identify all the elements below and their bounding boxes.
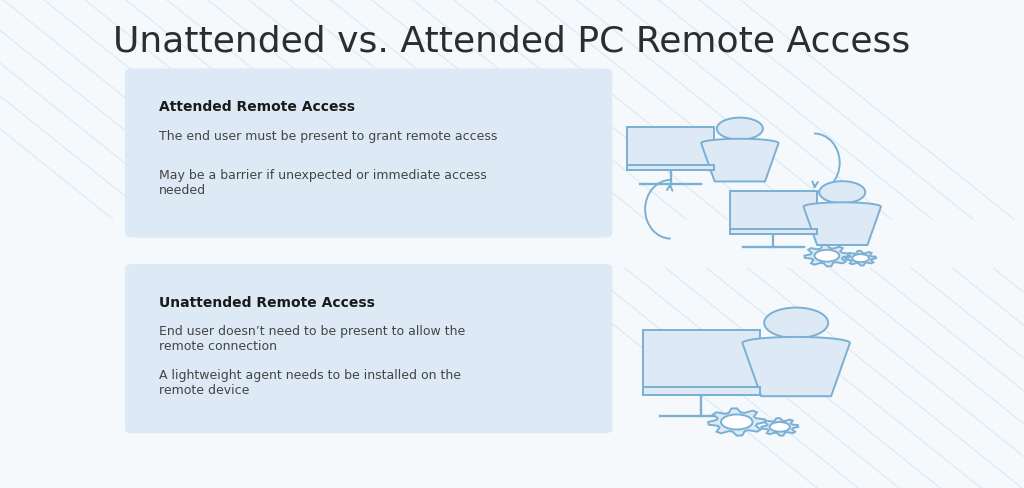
FancyBboxPatch shape (729, 191, 817, 234)
Circle shape (852, 255, 869, 263)
Circle shape (819, 182, 865, 204)
FancyBboxPatch shape (125, 69, 612, 238)
Polygon shape (709, 408, 766, 436)
Text: Attended Remote Access: Attended Remote Access (159, 100, 354, 114)
FancyBboxPatch shape (627, 128, 715, 171)
Polygon shape (762, 418, 799, 436)
FancyBboxPatch shape (125, 264, 612, 433)
Circle shape (764, 308, 828, 339)
Text: The end user must be present to grant remote access: The end user must be present to grant re… (159, 129, 497, 142)
Text: Unattended vs. Attended PC Remote Access: Unattended vs. Attended PC Remote Access (114, 24, 910, 59)
Polygon shape (804, 203, 881, 245)
Text: Unattended Remote Access: Unattended Remote Access (159, 295, 375, 309)
Polygon shape (805, 245, 850, 267)
Polygon shape (701, 140, 778, 182)
FancyBboxPatch shape (729, 229, 817, 234)
FancyBboxPatch shape (643, 387, 760, 395)
Circle shape (770, 422, 790, 432)
Circle shape (717, 119, 763, 141)
FancyBboxPatch shape (643, 330, 760, 395)
Text: May be a barrier if unexpected or immediate access
needed: May be a barrier if unexpected or immedi… (159, 168, 486, 196)
Polygon shape (846, 251, 877, 266)
Text: A lightweight agent needs to be installed on the
remote device: A lightweight agent needs to be installe… (159, 368, 461, 396)
Circle shape (814, 250, 840, 262)
Text: End user doesn’t need to be present to allow the
remote connection: End user doesn’t need to be present to a… (159, 325, 465, 352)
FancyBboxPatch shape (627, 165, 715, 171)
Circle shape (721, 415, 753, 429)
Polygon shape (742, 337, 850, 396)
